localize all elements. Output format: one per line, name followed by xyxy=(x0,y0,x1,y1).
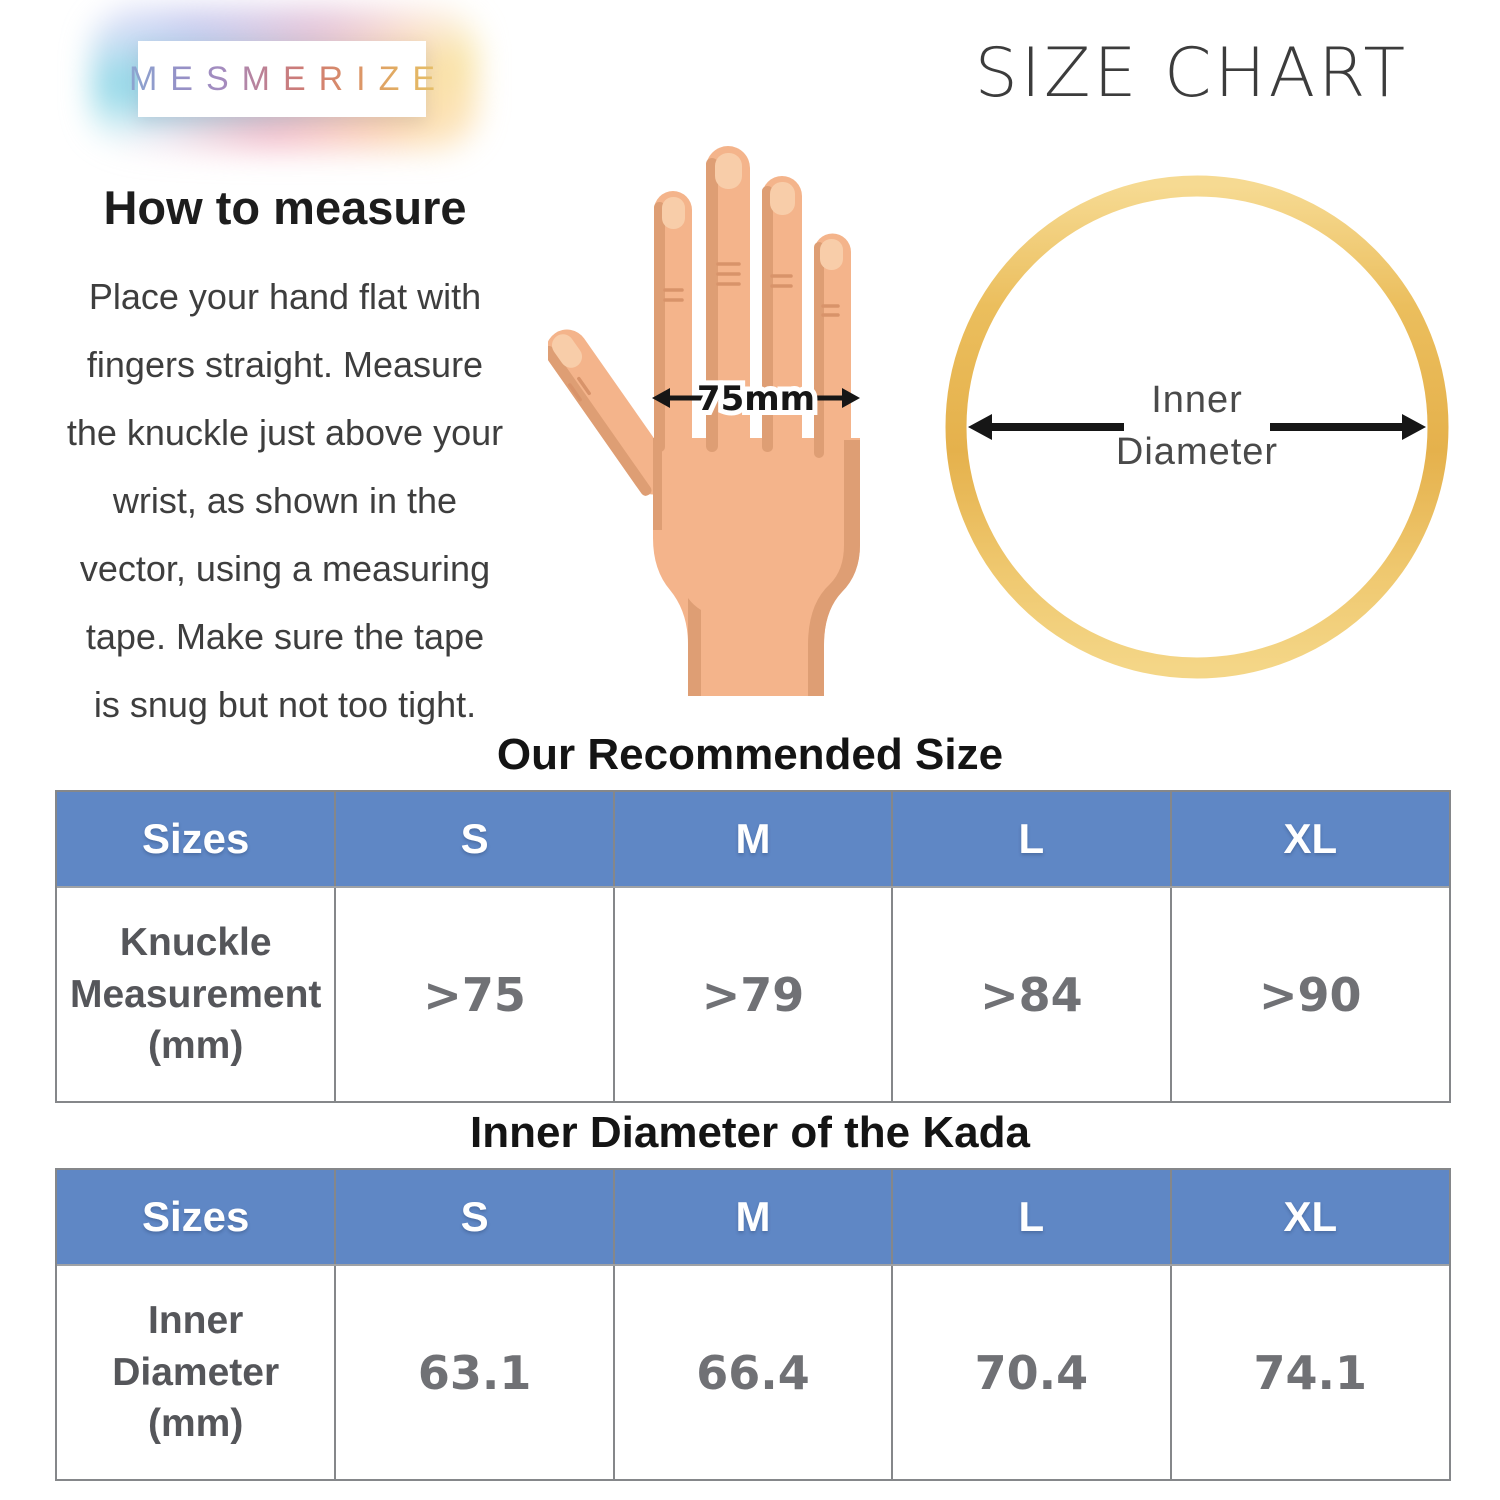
table-row: Inner Diameter (mm) 63.1 66.4 70.4 74.1 xyxy=(57,1265,1449,1479)
inner-diameter-table: Sizes S M L XL Inner Diameter (mm) 63.1 … xyxy=(55,1168,1451,1481)
how-to-measure-heading: How to measure xyxy=(103,181,467,234)
inner-diameter-arrow xyxy=(968,414,1426,440)
knuckle-value-s: >75 xyxy=(334,887,614,1101)
column-header-m: M xyxy=(612,792,893,888)
diameter-value-s: 63.1 xyxy=(334,1265,614,1479)
column-header-s: S xyxy=(334,1170,614,1266)
column-header-sizes: Sizes xyxy=(57,1170,336,1266)
bangle-illustration: Inner Diameter xyxy=(945,175,1449,679)
table-header-row: Sizes S M L XL xyxy=(57,1170,1449,1266)
inner-diameter-heading: Inner Diameter of the Kada xyxy=(470,1108,1030,1157)
table-header-row: Sizes S M L XL xyxy=(57,792,1449,888)
column-header-xl: XL xyxy=(1169,1170,1449,1266)
column-header-l: L xyxy=(891,792,1171,888)
inner-diameter-label-line2: Diameter xyxy=(1116,431,1278,473)
page-title: SIZE CHART xyxy=(974,34,1408,113)
instruction-text: Place your hand flat with fingers straig… xyxy=(35,263,535,739)
inner-diameter-label-line1: Inner xyxy=(1151,379,1243,421)
row-label-inner-diameter: Inner Diameter (mm) xyxy=(112,1299,280,1446)
instruction-line: is snug but not too tight. xyxy=(93,684,477,725)
knuckle-measurement-label: 75mm xyxy=(697,379,815,419)
column-header-l: L xyxy=(891,1170,1171,1266)
table-row: Knuckle Measurement (mm) >75 >79 >84 >90 xyxy=(57,887,1449,1101)
brand-logo: MESMERIZE xyxy=(129,41,435,117)
gold-bangle-ring xyxy=(945,175,1449,679)
knuckle-value-l: >84 xyxy=(891,887,1171,1101)
hand-illustration: 75mm xyxy=(548,146,860,696)
instruction-line: vector, using a measuring xyxy=(79,548,491,589)
column-header-s: S xyxy=(334,792,614,888)
column-header-sizes: Sizes xyxy=(57,792,336,888)
diameter-value-xl: 74.1 xyxy=(1169,1265,1449,1479)
recommended-size-table: Sizes S M L XL Knuckle Measurement (mm) … xyxy=(55,790,1451,1103)
instruction-line: Place your hand flat with xyxy=(88,276,482,317)
column-header-xl: XL xyxy=(1169,792,1449,888)
how-to-measure-section: How to measure Place your hand flat with… xyxy=(35,180,535,739)
knuckle-value-m: >79 xyxy=(612,887,893,1101)
diameter-value-l: 70.4 xyxy=(891,1265,1171,1479)
row-label-knuckle-measurement: Knuckle Measurement (mm) xyxy=(69,921,322,1068)
diameter-value-m: 66.4 xyxy=(612,1265,893,1479)
instruction-line: fingers straight. Measure xyxy=(86,344,484,385)
hand-outline xyxy=(548,146,860,696)
column-header-m: M xyxy=(612,1170,893,1266)
brand-name: MESMERIZE xyxy=(128,59,449,98)
recommended-size-heading: Our Recommended Size xyxy=(496,730,1004,779)
instruction-line: the knuckle just above your xyxy=(66,412,504,453)
instruction-line: tape. Make sure the tape xyxy=(85,616,485,657)
knuckle-measurement-arrow: 75mm xyxy=(652,374,860,424)
instruction-line: wrist, as shown in the xyxy=(112,480,458,521)
knuckle-value-xl: >90 xyxy=(1169,887,1449,1101)
